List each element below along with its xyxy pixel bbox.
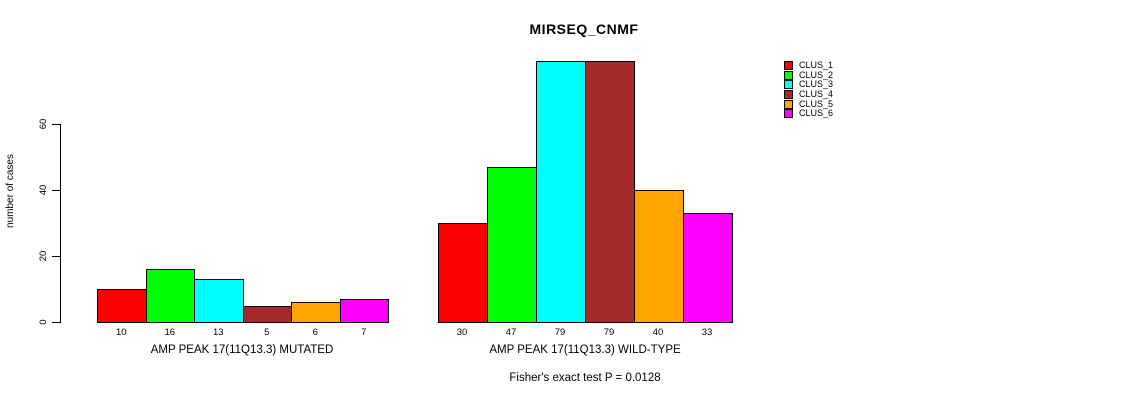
legend-row: CLUS_2 bbox=[784, 69, 834, 81]
legend-swatch-icon bbox=[784, 61, 793, 71]
bar-value-label: 30 bbox=[456, 327, 468, 338]
y-tick-mark bbox=[52, 190, 60, 191]
bar-value-label: 16 bbox=[164, 327, 176, 338]
bar-clus_1-group2 bbox=[437, 223, 488, 323]
bar-value-label: 33 bbox=[701, 327, 713, 338]
bar-value-label: 7 bbox=[361, 327, 367, 338]
legend-label: CLUS_5 bbox=[799, 98, 834, 109]
legend-label: CLUS_1 bbox=[799, 60, 834, 71]
y-axis-line bbox=[60, 124, 61, 323]
y-tick-label: 60 bbox=[38, 118, 49, 130]
legend-row: CLUS_3 bbox=[784, 80, 833, 90]
legend-swatch-icon bbox=[784, 99, 793, 109]
legend-swatch-icon bbox=[784, 109, 793, 119]
legend-row: CLUS_5 bbox=[784, 99, 833, 109]
bar-clus_1-group1 bbox=[97, 289, 147, 323]
bar-value-label: 10 bbox=[115, 327, 127, 338]
bar-clus_2-group2 bbox=[486, 166, 537, 323]
y-tick-mark bbox=[52, 124, 60, 125]
legend-row: CLUS_1 bbox=[784, 61, 833, 71]
chart-title: MIRSEQ_CNMF bbox=[529, 21, 639, 37]
bar-clus_5-group2 bbox=[633, 190, 684, 323]
bar-clus_4-group1 bbox=[242, 305, 292, 323]
legend-swatch-icon bbox=[784, 80, 793, 90]
legend-label: CLUS_6 bbox=[799, 108, 834, 119]
bar-value-label: 40 bbox=[652, 327, 664, 338]
bar-clus_6-group2 bbox=[682, 213, 733, 323]
bar-value-label: 6 bbox=[312, 327, 318, 338]
bar-clus_4-group2 bbox=[584, 61, 635, 323]
y-tick-label: 0 bbox=[38, 319, 49, 325]
group-label-mutated: AMP PEAK 17(11Q13.3) MUTATED bbox=[150, 344, 334, 356]
bar-clus_3-group1 bbox=[194, 279, 244, 323]
y-tick-mark bbox=[52, 322, 60, 323]
y-tick-mark bbox=[52, 256, 60, 257]
legend-swatch-icon bbox=[784, 70, 793, 80]
fisher-test-caption: Fisher's exact test P = 0.0128 bbox=[509, 372, 661, 384]
legend-row: CLUS_4 bbox=[784, 90, 833, 100]
bar-value-label: 13 bbox=[212, 327, 224, 338]
bar-clus_3-group2 bbox=[535, 61, 586, 323]
legend-swatch-icon bbox=[784, 90, 793, 100]
bar-value-label: 79 bbox=[603, 327, 615, 338]
bar-value-label: 5 bbox=[264, 327, 270, 338]
legend-label: CLUS_2 bbox=[799, 69, 834, 80]
y-tick-label: 40 bbox=[38, 184, 49, 196]
y-axis-label: number of cases bbox=[5, 154, 16, 228]
group-label-wildtype: AMP PEAK 17(11Q13.3) WILD-TYPE bbox=[489, 344, 681, 356]
legend: CLUS_1 CLUS_2 CLUS_3 CLUS_4 CLUS_5 CLUS_6 bbox=[784, 61, 833, 119]
bar-value-label: 47 bbox=[505, 327, 517, 338]
legend-label: CLUS_3 bbox=[799, 79, 834, 90]
bar-clus_2-group1 bbox=[145, 269, 195, 323]
bar-clus_6-group1 bbox=[339, 298, 389, 323]
legend-label: CLUS_4 bbox=[799, 89, 834, 100]
y-tick-label: 20 bbox=[38, 250, 49, 262]
bar-value-label: 79 bbox=[554, 327, 566, 338]
bar-clus_5-group1 bbox=[291, 302, 341, 323]
legend-row: CLUS_6 bbox=[784, 109, 833, 119]
